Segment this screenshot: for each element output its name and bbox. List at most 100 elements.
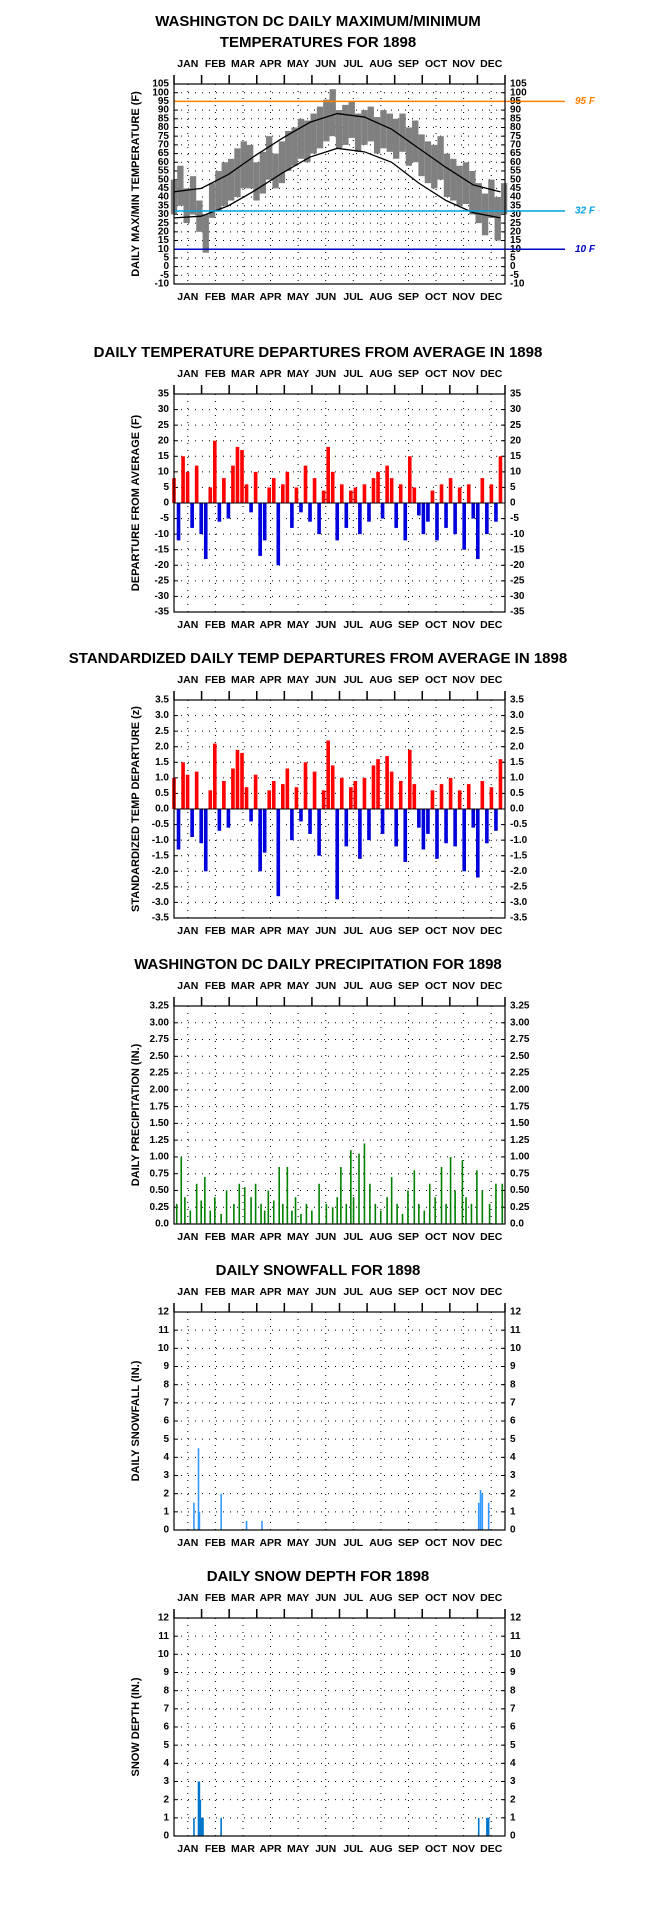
y-tick-label: 50 — [158, 174, 170, 185]
bar — [498, 759, 503, 809]
y-tick-label: 2.5 — [510, 726, 524, 737]
bar — [398, 484, 403, 503]
max-min-bar — [266, 136, 273, 180]
y-tick-label: -35 — [155, 607, 170, 618]
month-label: NOV — [452, 1592, 475, 1604]
month-label: MAR — [231, 925, 255, 937]
y-tick-label: 95 — [158, 96, 170, 107]
y-tick-label: 12 — [158, 1613, 170, 1624]
bar — [417, 503, 421, 516]
y-tick-label: 9 — [163, 1667, 169, 1678]
max-min-bar — [215, 170, 222, 211]
bar — [180, 1156, 183, 1224]
month-label: MAY — [287, 925, 309, 937]
bar — [426, 503, 430, 522]
month-label: JUL — [343, 980, 363, 992]
bar — [358, 503, 362, 535]
y-tick-label: 85 — [158, 113, 170, 124]
bar — [305, 1203, 308, 1224]
bar — [401, 1213, 404, 1224]
y-tick-label: 2.00 — [510, 1084, 530, 1095]
y-tick-label: -10 — [510, 279, 525, 290]
y-tick-label: 3 — [163, 1776, 169, 1787]
plot-frame — [173, 1311, 506, 1531]
y-tick-label: 0 — [510, 261, 516, 272]
bar — [185, 774, 190, 809]
bar — [444, 503, 448, 528]
bar — [240, 450, 244, 503]
y-tick-label: 0 — [510, 1831, 516, 1842]
bar — [261, 1520, 263, 1530]
bar — [330, 765, 335, 809]
month-label: OCT — [425, 674, 448, 686]
y-tick-label: -2.5 — [510, 881, 528, 892]
bar — [453, 809, 457, 847]
bar — [267, 1190, 270, 1224]
y-tick-label: 2 — [510, 1488, 516, 1499]
bar — [225, 1190, 228, 1224]
max-min-bar — [348, 101, 355, 138]
bar — [331, 1207, 334, 1224]
y-tick-label: 105 — [152, 79, 169, 90]
bar — [212, 440, 217, 503]
month-label: OCT — [425, 1286, 448, 1298]
month-label: FEB — [205, 1231, 226, 1243]
month-label: JUL — [343, 1592, 363, 1604]
bar — [321, 790, 326, 809]
y-tick-label: 7 — [510, 1397, 516, 1408]
y-tick-label: -15 — [510, 544, 525, 555]
bar — [203, 503, 208, 560]
bar — [367, 503, 371, 522]
y-tick-label: -5 — [510, 270, 519, 281]
month-label: APR — [259, 368, 282, 380]
bar — [231, 465, 235, 503]
bar — [465, 1197, 467, 1224]
month-label: JAN — [177, 619, 198, 631]
month-label: FEB — [205, 1286, 226, 1298]
month-label: MAY — [287, 368, 309, 380]
y-axis-title: DEPARTURE FROM AVERAGE (F) — [130, 414, 142, 591]
y-tick-label: 10 — [158, 1649, 170, 1660]
y-tick-label: 12 — [158, 1307, 170, 1318]
max-min-bar — [234, 148, 241, 198]
bar — [480, 780, 485, 809]
y-tick-label: -2.0 — [152, 866, 170, 877]
month-label: MAY — [287, 291, 309, 303]
y-tick-label: 2.00 — [150, 1084, 170, 1095]
y-tick-label: 80 — [510, 122, 522, 133]
bar — [407, 1190, 409, 1224]
bar — [198, 1781, 201, 1836]
y-tick-label: 35 — [158, 389, 170, 400]
month-label: MAR — [231, 1537, 255, 1549]
month-label: JUL — [343, 925, 363, 937]
bar — [423, 1210, 426, 1224]
bar — [220, 1213, 222, 1224]
y-tick-label: 35 — [510, 200, 522, 211]
bar — [181, 456, 185, 503]
max-min-bar — [285, 130, 292, 171]
bar — [477, 1502, 480, 1530]
bar — [466, 784, 471, 809]
month-label: MAR — [231, 1286, 255, 1298]
y-tick-label: 20 — [158, 226, 170, 237]
bar — [412, 487, 417, 503]
month-label: JUN — [315, 368, 336, 380]
bar — [199, 809, 204, 844]
month-label: MAY — [287, 674, 309, 686]
bar — [454, 1190, 456, 1224]
month-label: MAY — [287, 58, 309, 70]
month-label: MAR — [231, 674, 255, 686]
y-tick-label: 1 — [510, 1812, 516, 1823]
month-label: MAY — [287, 1231, 309, 1243]
bar — [390, 1177, 393, 1224]
month-label: SEP — [398, 1592, 419, 1604]
y-tick-label: 80 — [158, 122, 170, 133]
month-label: OCT — [425, 925, 448, 937]
y-tick-label: -30 — [155, 591, 170, 602]
y-tick-label: 2.50 — [510, 1051, 530, 1062]
y-tick-label: 10 — [158, 1343, 170, 1354]
month-label: JAN — [177, 1537, 198, 1549]
month-label: DEC — [480, 1592, 503, 1604]
y-tick-label: 1 — [163, 1506, 169, 1517]
y-tick-label: 7 — [163, 1703, 169, 1714]
